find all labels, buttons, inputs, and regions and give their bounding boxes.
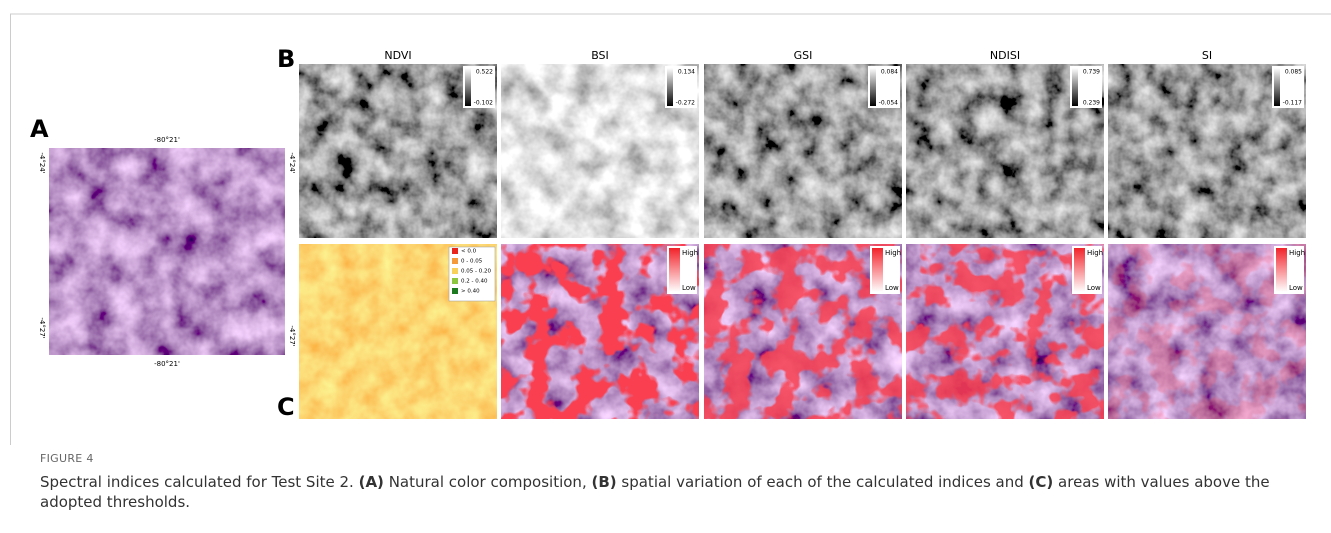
lat-label: -4°27' bbox=[38, 317, 46, 338]
caption-segment: spatial variation of each of the calcula… bbox=[617, 473, 1029, 491]
colorbar-max: 0.522 bbox=[476, 69, 493, 76]
figure-caption: Spectral indices calculated for Test Sit… bbox=[40, 472, 1280, 512]
column-title: NDISI bbox=[990, 49, 1020, 62]
panel-label: B bbox=[277, 45, 295, 73]
column-title: BSI bbox=[591, 49, 609, 62]
colorbar-min: -0.054 bbox=[879, 100, 899, 107]
scale-high: High bbox=[682, 249, 698, 257]
scale-low: Low bbox=[1087, 284, 1101, 292]
panel-label: A bbox=[30, 115, 49, 143]
scale-low: Low bbox=[885, 284, 899, 292]
scale-low: Low bbox=[1289, 284, 1303, 292]
colorbar bbox=[870, 68, 876, 106]
colorbar-max: 0.134 bbox=[678, 69, 695, 76]
colorbar bbox=[1072, 68, 1078, 106]
legend-swatch bbox=[452, 248, 458, 254]
caption-segment: (C) bbox=[1029, 473, 1054, 491]
figure: A B C -80°21' -80°21' -4°24' -4°27' -4°2… bbox=[0, 0, 1331, 445]
column-title: SI bbox=[1202, 49, 1212, 62]
colorbar-min: 0.239 bbox=[1083, 100, 1100, 107]
colorbar-min: -0.272 bbox=[676, 100, 696, 107]
lon-label: -80°21' bbox=[154, 136, 180, 144]
panel-label: C bbox=[277, 393, 295, 421]
colorbar-max: 0.085 bbox=[1285, 69, 1302, 76]
legend-label: 0.2 - 0.40 bbox=[461, 279, 488, 285]
figure-label: FIGURE 4 bbox=[40, 452, 94, 465]
colorbar-max: 0.739 bbox=[1083, 69, 1100, 76]
lat-label: -4°24' bbox=[38, 152, 46, 173]
legend-label: < 0.0 bbox=[461, 249, 477, 255]
caption-segment: (B) bbox=[591, 473, 616, 491]
lon-label: -80°21' bbox=[154, 360, 180, 368]
legend-swatch bbox=[452, 268, 458, 274]
composite-image bbox=[49, 148, 285, 355]
colorbar bbox=[465, 68, 471, 106]
scale-high: High bbox=[1087, 249, 1103, 257]
legend-label: > 0.40 bbox=[461, 289, 480, 295]
caption-segment: Natural color composition, bbox=[384, 473, 592, 491]
lat-label: -4°27' bbox=[288, 325, 296, 346]
colorbar-min: -0.102 bbox=[474, 100, 494, 107]
legend-swatch bbox=[452, 258, 458, 264]
legend-swatch bbox=[452, 278, 458, 284]
caption-segment: (A) bbox=[359, 473, 384, 491]
scale-ramp bbox=[669, 248, 680, 292]
scale-high: High bbox=[885, 249, 901, 257]
column-title: NDVI bbox=[384, 49, 411, 62]
legend-swatch bbox=[452, 288, 458, 294]
scale-low: Low bbox=[682, 284, 696, 292]
colorbar-max: 0.084 bbox=[881, 69, 898, 76]
caption-segment: Spectral indices calculated for Test Sit… bbox=[40, 473, 359, 491]
legend-label: 0.05 - 0.20 bbox=[461, 269, 491, 275]
scale-ramp bbox=[1074, 248, 1085, 292]
colorbar bbox=[1274, 68, 1280, 106]
column-title: GSI bbox=[794, 49, 813, 62]
scale-ramp bbox=[1276, 248, 1287, 292]
lat-label: -4°24' bbox=[288, 152, 296, 173]
legend-label: 0 - 0.05 bbox=[461, 259, 483, 265]
scale-high: High bbox=[1289, 249, 1305, 257]
scale-ramp bbox=[872, 248, 883, 292]
colorbar bbox=[667, 68, 673, 106]
colorbar-min: -0.117 bbox=[1283, 100, 1303, 107]
